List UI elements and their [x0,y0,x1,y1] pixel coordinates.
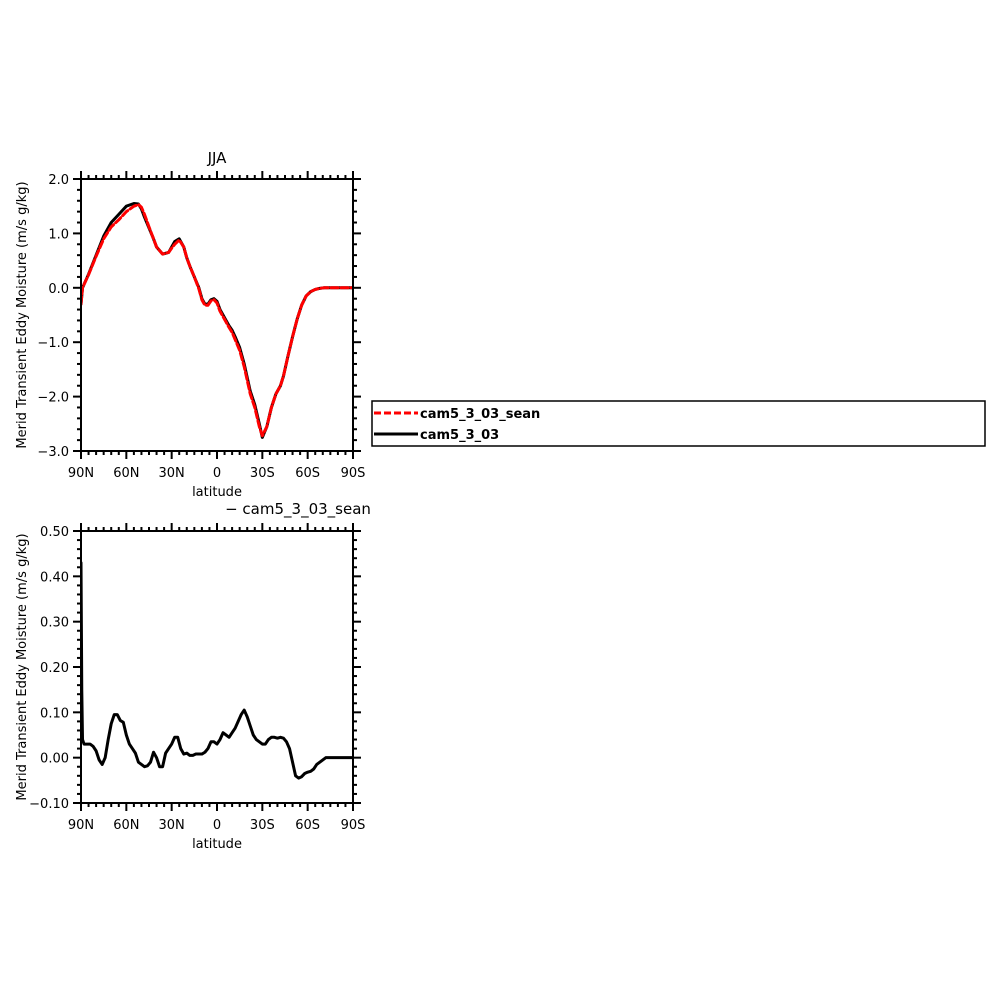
y-tick-label: 2.0 [48,173,69,188]
x-tick-label: 60N [113,818,139,833]
series-line-cam5_3_03 [81,201,353,439]
x-tick-label: 90S [341,818,366,833]
series-line-diff-0 [81,561,353,780]
chart-panel-2: −0.10 0.00 0.10 0.20 0.30 0.40 0.50 90N 60N 30N 0 3… [15,500,371,852]
x-tick-label: 60S [295,466,320,481]
y-tick-label: −1.0 [37,336,69,351]
y-tick-label: 0.40 [40,570,69,585]
y-tick-label: 0.50 [40,525,69,540]
x-tick-label: 60S [295,818,320,833]
x-axis-label: latitude [192,837,242,852]
x-tick-label: 0 [213,818,221,833]
x-tick-label: 90N [68,818,94,833]
x-tick-label: 0 [213,466,221,481]
y-tick-label: 0.30 [40,616,69,631]
y-tick-label: −3.0 [37,445,69,460]
x-axis-label: latitude [192,485,242,500]
y-tick-label: 0.20 [40,661,69,676]
y-axis-label: Merid Transient Eddy Moisture (m/s g/kg) [15,533,30,800]
x-tick-label: 30N [159,466,185,481]
chart-title: JJA [207,149,228,167]
plot-frame [80,530,354,804]
series-line-cam5_3_03_sean [81,203,353,438]
chart-panel-1: −3.0 −2.0 −1.0 0.0 1.0 2.0 90N 60N 30N 0 30S 60S 90S… [15,149,365,500]
x-tick-label: 90N [68,466,94,481]
legend-box [371,400,986,447]
x-tick-label: 30N [159,818,185,833]
y-tick-label: −2.0 [37,391,69,406]
legend-label: cam5_3_03_sean [420,407,540,422]
x-tick-label: 60N [113,466,139,481]
y-tick-label: 0.0 [48,282,69,297]
legend: cam5_3_03_sean cam5_3_03 [371,400,986,447]
y-tick-label: 0.00 [40,752,69,767]
y-tick-label: −0.10 [29,797,69,812]
x-tick-label: 30S [250,466,275,481]
x-tick-label: 90S [341,466,366,481]
y-axis-label: Merid Transient Eddy Moisture (m/s g/kg) [15,181,30,448]
plot-frame [80,178,354,452]
x-tick-label: 30S [250,818,275,833]
legend-label: cam5_3_03 [420,428,499,443]
y-tick-label: 0.10 [40,706,69,721]
y-tick-label: 1.0 [48,227,69,242]
chart-title: − cam5_3_03_sean [225,500,371,519]
